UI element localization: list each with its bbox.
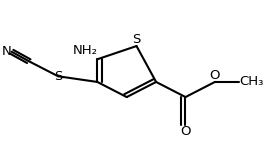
- Text: NH₂: NH₂: [72, 44, 97, 57]
- Text: O: O: [180, 125, 191, 138]
- Text: S: S: [132, 33, 141, 46]
- Text: N: N: [2, 45, 12, 58]
- Text: O: O: [210, 69, 220, 82]
- Text: CH₃: CH₃: [239, 75, 264, 88]
- Text: S: S: [54, 70, 62, 83]
